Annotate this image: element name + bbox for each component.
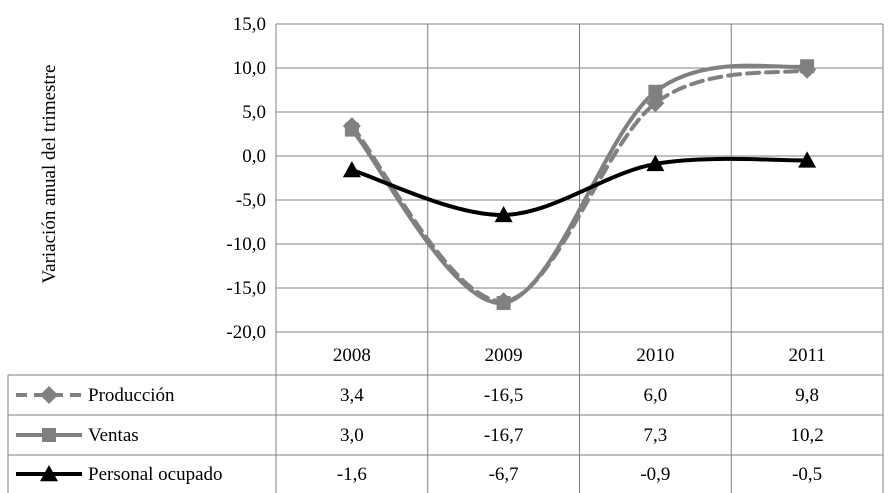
y-axis-label: Variación anual del trimestre	[39, 65, 60, 284]
series-2	[342, 151, 817, 223]
data-point	[342, 117, 361, 136]
series-0	[342, 60, 817, 311]
data-label: -16,5	[484, 385, 524, 406]
y-tick-label: -20,0	[226, 322, 266, 343]
x-tick-label: 2010	[636, 345, 674, 366]
series-line	[349, 156, 810, 217]
data-label: -0,9	[640, 464, 670, 485]
x-tick-label: 2011	[788, 345, 825, 366]
data-point	[798, 151, 817, 168]
legend-entry: Ventas	[88, 425, 139, 446]
y-tick-label: -5,0	[236, 190, 266, 211]
data-label: 3,4	[340, 385, 364, 406]
data-label: -6,7	[489, 464, 519, 485]
data-label: 3,0	[340, 425, 364, 446]
data-point	[494, 292, 513, 311]
y-tick-label: 15,0	[233, 14, 266, 35]
data-label: 7,3	[644, 425, 668, 446]
data-point	[342, 161, 361, 178]
data-label: -0,5	[792, 464, 822, 485]
series-lines	[342, 59, 817, 311]
data-point	[646, 154, 665, 172]
y-tick-label: 5,0	[242, 102, 266, 123]
legend-entry: Producción	[88, 385, 175, 406]
data-table: 2008 2009 2010 2011 Producción 3,4 -16,5 6,0 9,8…	[7, 331, 884, 493]
legend-key-marker	[40, 386, 58, 404]
y-tick-label: -10,0	[226, 234, 266, 255]
legend-key-marker	[42, 428, 56, 442]
data-label: -1,6	[337, 464, 367, 485]
y-tick-label: 10,0	[233, 58, 266, 79]
x-tick-label: 2009	[485, 345, 523, 366]
data-point	[648, 84, 663, 99]
legend-entry: Personal ocupado	[88, 464, 223, 485]
data-point	[646, 94, 665, 113]
y-tick-label: 0,0	[242, 146, 266, 167]
y-axis-ticks: 15,0 10,0 5,0 0,0 -5,0 -10,0 -15,0 -20,0	[226, 14, 266, 343]
data-label: -16,7	[484, 425, 524, 446]
data-point	[798, 60, 817, 79]
data-label: 6,0	[644, 385, 668, 406]
legend-key-marker	[40, 465, 58, 482]
y-tick-label: -15,0	[226, 278, 266, 299]
data-label: 10,2	[791, 425, 824, 446]
data-label: 9,8	[795, 385, 819, 406]
series-line	[349, 67, 810, 304]
data-point	[494, 205, 513, 223]
x-tick-label: 2008	[333, 345, 371, 366]
